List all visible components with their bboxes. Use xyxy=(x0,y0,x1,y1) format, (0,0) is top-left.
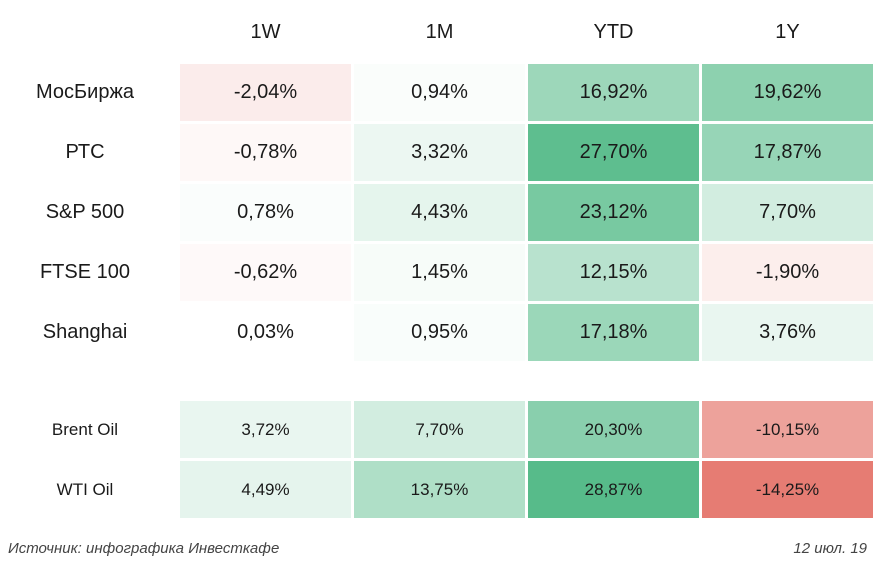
row-label: FTSE 100 xyxy=(39,261,131,283)
heatmap-cell: 3,72% xyxy=(180,401,351,458)
heatmap-cell: -1,90% xyxy=(702,244,873,301)
heatmap-cell: 16,92% xyxy=(528,64,699,121)
heatmap-cell: 12,15% xyxy=(528,244,699,301)
heatmap-cell: 4,49% xyxy=(180,461,351,518)
heatmap-cell: -14,25% xyxy=(702,461,873,518)
heatmap-cell: 13,75% xyxy=(354,461,525,518)
heatmap-cell: -2,04% xyxy=(180,64,351,121)
heatmap-cell: 7,70% xyxy=(702,184,873,241)
heatmap-cell: 1,45% xyxy=(354,244,525,301)
heatmap-cell: -10,15% xyxy=(702,401,873,458)
row-label: WTI Oil xyxy=(56,480,114,499)
heatmap-cell: 19,62% xyxy=(702,64,873,121)
column-header-1w: 1W xyxy=(250,21,281,43)
heatmap-cell: -0,62% xyxy=(180,244,351,301)
heatmap-cell: 0,94% xyxy=(354,64,525,121)
heatmap-cell: 17,87% xyxy=(702,124,873,181)
column-header-1m: 1M xyxy=(425,21,454,43)
heatmap-cell: 4,43% xyxy=(354,184,525,241)
heatmap-cell: 0,03% xyxy=(180,304,351,361)
column-header-ytd: YTD xyxy=(593,21,634,43)
heatmap-cell: 7,70% xyxy=(354,401,525,458)
row-label: Shanghai xyxy=(42,321,128,343)
heatmap-cell: 3,32% xyxy=(354,124,525,181)
heatmap-cell: 17,18% xyxy=(528,304,699,361)
heatmap-cell: 0,78% xyxy=(180,184,351,241)
column-header-1y: 1Y xyxy=(775,21,800,43)
heatmap-cell: 3,76% xyxy=(702,304,873,361)
heatmap-cell: 27,70% xyxy=(528,124,699,181)
heatmap-cell: 23,12% xyxy=(528,184,699,241)
heatmap-cell: 0,95% xyxy=(354,304,525,361)
heatmap-cell: 20,30% xyxy=(528,401,699,458)
row-label: РТС xyxy=(65,141,105,163)
date-note: 12 июл. 19 xyxy=(793,540,867,557)
heatmap-cell: -0,78% xyxy=(180,124,351,181)
row-label: МосБиржа xyxy=(36,81,134,103)
source-note: Источник: инфографика Инвесткафе xyxy=(8,540,280,557)
heatmap-cell: 28,87% xyxy=(528,461,699,518)
row-label: Brent Oil xyxy=(51,420,119,439)
row-label: S&P 500 xyxy=(45,201,125,223)
